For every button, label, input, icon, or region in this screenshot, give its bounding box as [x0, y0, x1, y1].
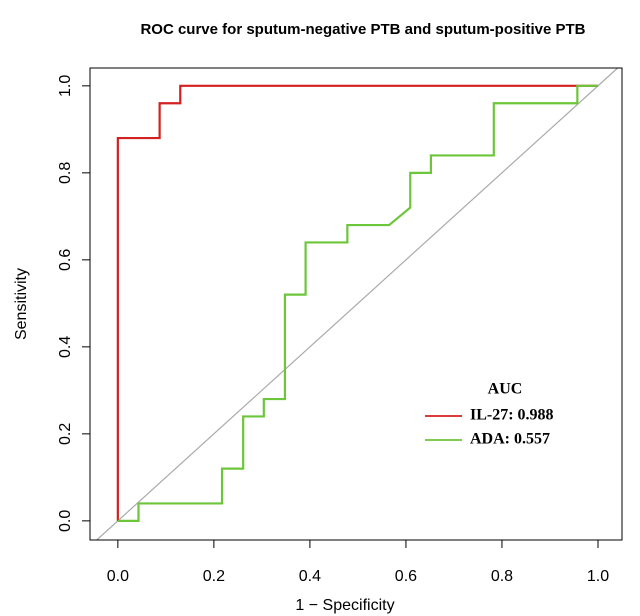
legend-label: ADA: 0.557 [470, 431, 550, 448]
x-tick-label: 0.0 [107, 568, 129, 585]
roc-line [117, 84, 598, 522]
y-tick-label: 0.2 [57, 423, 74, 445]
y-tick-label: 0.4 [57, 336, 74, 358]
y-tick-label: 1.0 [57, 75, 74, 97]
x-tick-label: 0.4 [299, 568, 321, 585]
x-tick-label: 1.0 [587, 568, 609, 585]
y-tick-label: 0.8 [57, 162, 74, 184]
reference-line [96, 67, 619, 541]
y-tick-label: 0.0 [57, 510, 74, 532]
x-tick-label: 0.6 [395, 568, 417, 585]
roc-line [116, 84, 598, 521]
chart-title: ROC curve for sputum-negative PTB and sp… [140, 21, 585, 38]
y-axis-label: Sensitivity [13, 268, 30, 340]
legend-title: AUC [488, 381, 523, 398]
x-axis-label: 1 − Specificity [295, 597, 394, 614]
x-tick-label: 0.2 [203, 568, 225, 585]
plot-frame [89, 67, 623, 541]
y-tick-label: 0.6 [57, 249, 74, 271]
legend-label: IL-27: 0.988 [470, 407, 554, 424]
x-tick-label: 0.8 [491, 568, 513, 585]
